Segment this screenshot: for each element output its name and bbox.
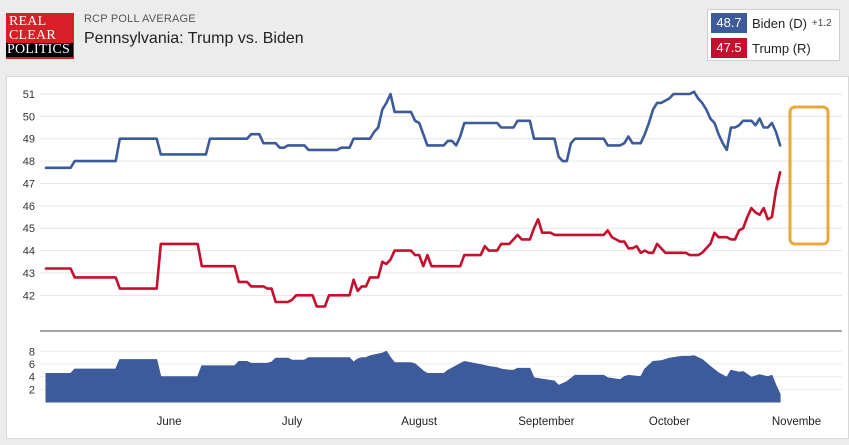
- sub-y-tick-label: 6: [29, 359, 35, 371]
- rcp-logo[interactable]: REAL CLEAR POLITICS: [6, 13, 74, 59]
- x-tick-label: October: [649, 416, 690, 428]
- logo-line-2: CLEAR: [9, 28, 56, 43]
- biden-line: [44, 90, 782, 170]
- chart-title: Pennsylvania: Trump vs. Biden: [84, 30, 304, 47]
- y-tick-label: 50: [23, 111, 35, 123]
- legend: 48.7 Biden (D) +1.2 47.5 Trump (R): [707, 9, 840, 61]
- x-tick-label: July: [282, 416, 303, 428]
- legend-name-biden: Biden (D): [752, 15, 807, 31]
- spread-area: [45, 350, 781, 403]
- y-tick-label: 47: [23, 178, 35, 190]
- x-tick-label: Novembe: [772, 416, 821, 428]
- y-tick-label: 44: [23, 246, 35, 258]
- logo-line-3: POLITICS: [6, 43, 74, 57]
- y-tick-label: 46: [23, 201, 35, 213]
- sub-y-tick-label: 8: [29, 346, 35, 358]
- sub-y-tick-label: 4: [29, 372, 35, 384]
- legend-value-trump: 47.5: [711, 38, 747, 58]
- x-tick-label: September: [518, 416, 574, 428]
- chart-kicker: RCP POLL AVERAGE: [84, 13, 196, 25]
- plot-area: 42 43 44 45 46 47 48 49 50 51 2 4 6 8 June July August Se…: [6, 76, 849, 439]
- legend-item-biden[interactable]: 48.7 Biden (D) +1.2: [711, 13, 832, 33]
- legend-value-biden: 48.7: [711, 13, 747, 33]
- y-tick-label: 48: [23, 156, 35, 168]
- y-tick-label: 49: [23, 134, 35, 146]
- trump-line: [44, 171, 782, 308]
- y-tick-label: 42: [23, 290, 35, 302]
- y-tick-label: 45: [23, 223, 35, 235]
- highlight-box: [788, 105, 830, 246]
- sub-y-tick-label: 2: [29, 384, 35, 396]
- header: REAL CLEAR POLITICS RCP POLL AVERAGE Pen…: [0, 0, 849, 75]
- y-tick-label: 51: [23, 89, 35, 101]
- x-tick-label: August: [401, 416, 438, 428]
- logo-line-1: REAL: [9, 14, 47, 29]
- x-tick-label: June: [157, 416, 182, 428]
- y-tick-label: 43: [23, 268, 35, 280]
- legend-spread-biden: +1.2: [811, 17, 832, 29]
- legend-name-trump: Trump (R): [752, 40, 811, 56]
- legend-item-trump[interactable]: 47.5 Trump (R): [711, 38, 811, 58]
